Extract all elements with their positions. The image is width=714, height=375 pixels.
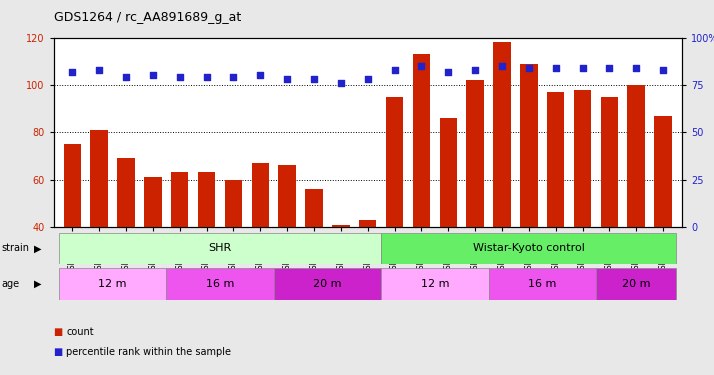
Point [630,65,642,71]
Bar [440,118,457,227]
Text: percentile rank within the sample: percentile rank within the sample [66,347,231,357]
Bar [306,189,323,227]
Point [577,65,588,71]
Bar [59,268,166,300]
Bar [359,220,376,227]
Text: ■: ■ [54,327,63,337]
Bar [628,85,645,227]
Point [255,72,266,78]
Point [228,74,239,80]
Text: SHR: SHR [208,243,231,254]
Point [335,80,346,86]
Bar [278,165,296,227]
Text: count: count [66,327,94,337]
Point [66,69,78,75]
Point [523,65,535,71]
Bar [59,232,381,264]
Bar [466,80,484,227]
Text: ▶: ▶ [34,279,42,289]
Bar [166,268,273,300]
Point [147,72,159,78]
Text: Wistar-Kyoto control: Wistar-Kyoto control [473,243,585,254]
Point [308,76,320,82]
Point [658,67,669,73]
Bar [273,268,381,300]
Point [121,74,132,80]
Bar [547,92,564,227]
Bar [332,225,350,227]
Text: 16 m: 16 m [528,279,556,289]
Bar [144,177,161,227]
Text: GDS1264 / rc_AA891689_g_at: GDS1264 / rc_AA891689_g_at [54,11,241,24]
Bar [225,180,242,227]
Bar [381,268,488,300]
Bar [520,63,538,227]
Point [201,74,212,80]
Text: ▶: ▶ [34,243,42,254]
Text: 20 m: 20 m [622,279,650,289]
Point [389,67,401,73]
Bar [493,42,511,227]
Bar [117,158,135,227]
Bar [386,97,403,227]
Text: strain: strain [1,243,29,254]
Bar [600,97,618,227]
Bar [596,268,676,300]
Text: age: age [1,279,19,289]
Point [550,65,561,71]
Bar [488,268,596,300]
Text: 12 m: 12 m [421,279,449,289]
Text: ■: ■ [54,347,63,357]
Bar [251,163,269,227]
Bar [91,130,108,227]
Bar [381,232,676,264]
Point [281,76,293,82]
Text: 16 m: 16 m [206,279,234,289]
Point [469,67,481,73]
Point [496,63,508,69]
Point [362,76,373,82]
Point [443,69,454,75]
Point [174,74,186,80]
Bar [198,172,216,227]
Bar [654,116,672,227]
Text: 12 m: 12 m [99,279,127,289]
Bar [413,54,430,227]
Bar [171,172,188,227]
Bar [574,90,591,227]
Point [603,65,615,71]
Text: 20 m: 20 m [313,279,342,289]
Bar [64,144,81,227]
Point [416,63,427,69]
Point [94,67,105,73]
